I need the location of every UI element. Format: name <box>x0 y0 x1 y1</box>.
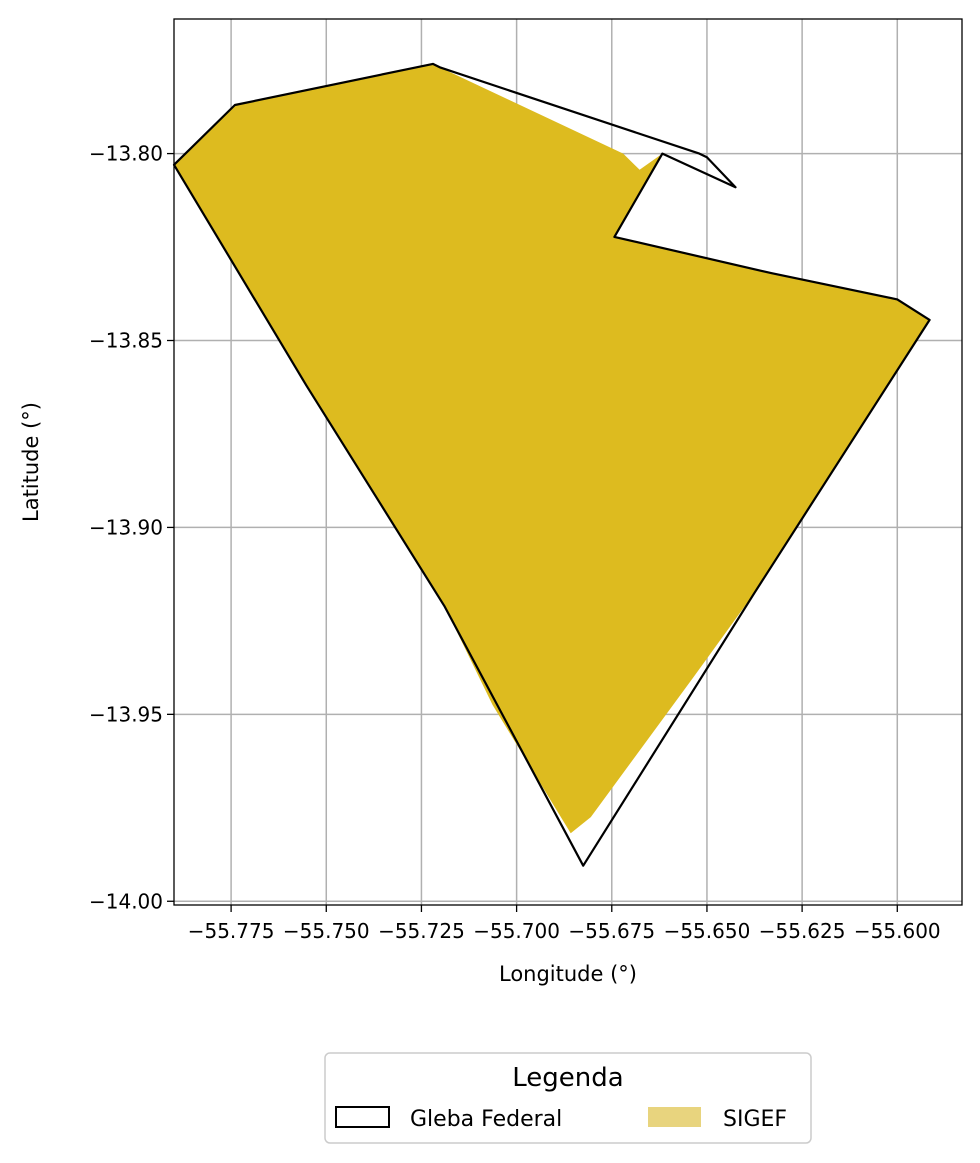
x-tick-label-4: −55.675 <box>568 919 655 943</box>
legend-label-gleba-federal: Gleba Federal <box>410 1107 562 1132</box>
polygon-layer <box>172 62 931 867</box>
x-tick-label-7: −55.600 <box>854 919 941 943</box>
y-tick-label-1: −13.85 <box>89 329 163 353</box>
plot-frame <box>173 18 963 906</box>
legend-label-sigef: SIGEF <box>723 1107 787 1132</box>
y-tick-label-4: −14.00 <box>89 889 163 913</box>
legend-title: Legenda <box>512 1063 623 1093</box>
axis-ticks: −55.775 −55.750 −55.725 −55.700 −55.675 −55.6… <box>89 142 941 943</box>
legend-swatch-sigef <box>648 1107 701 1127</box>
x-tick-label-5: −55.650 <box>664 919 751 943</box>
polygon-gleba-federal <box>172 62 931 867</box>
x-tick-label-2: −55.725 <box>378 919 465 943</box>
y-tick-label-0: −13.80 <box>89 142 163 166</box>
y-tick-label-3: −13.95 <box>89 702 163 726</box>
y-axis-label: Latitude (°) <box>19 402 43 522</box>
x-tick-label-0: −55.775 <box>188 919 275 943</box>
polygon-sigef <box>174 63 930 834</box>
x-tick-label-1: −55.750 <box>283 919 370 943</box>
x-axis-label: Longitude (°) <box>499 962 637 986</box>
x-tick-label-6: −55.625 <box>759 919 846 943</box>
legend-swatch-gleba-federal <box>335 1106 390 1128</box>
x-tick-label-3: −55.700 <box>473 919 560 943</box>
y-tick-label-2: −13.90 <box>89 515 163 539</box>
legend: Legenda Gleba Federal SIGEF <box>324 1052 812 1144</box>
